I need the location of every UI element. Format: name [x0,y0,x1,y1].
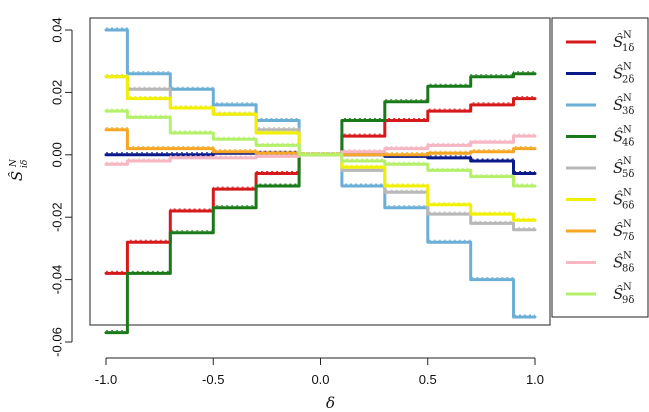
x-tick-label: 1.0 [526,372,544,387]
y-tick-label: 0.04 [49,17,64,42]
legend-label-sub: 7δ [622,232,634,243]
y-tick-label: 0.00 [49,142,64,167]
series-ci-1 [106,96,535,272]
legend-item-4: Ŝ N 4δ [566,125,634,149]
legend-label: Ŝ [613,191,623,209]
y-axis-title: ŜN iδ [8,158,30,181]
series-ci-4 [106,71,535,332]
y-tick-label: -0.06 [49,327,64,357]
legend-label-sup: N [623,188,632,199]
legend-label-sup: N [623,282,632,293]
series-ci-8 [106,133,535,163]
y-axis-title-sup: N [9,158,19,168]
legend-label-sub: 5δ [622,169,634,180]
x-axis-title: δ [326,394,335,412]
y-axis: -0.06 -0.04 -0.02 0.00 0.02 0.04 [49,17,73,357]
legend-label: Ŝ [613,254,623,272]
y-axis-title-sub: iδ [20,160,30,168]
legend-label-sub: 3δ [622,106,634,117]
legend-label: Ŝ [613,222,623,240]
plot-area [89,17,551,326]
legend-label-sub: 4δ [622,138,634,149]
legend-label: Ŝ [613,96,623,114]
series-ci-3 [106,27,535,316]
legend-item-6: Ŝ N 6δ [566,188,634,212]
legend-label-sup: N [623,125,632,136]
legend-label: Ŝ [613,65,623,83]
x-tick-label: -0.5 [202,372,224,387]
legend-item-5: Ŝ N 5δ [566,156,634,180]
legend-label-sub: 6δ [622,201,634,212]
legend-item-9: Ŝ N 9δ [566,282,634,306]
legend-label-sub: 2δ [622,75,634,86]
legend-label: Ŝ [613,285,623,303]
legend-item-8: Ŝ N 8δ [566,251,634,275]
x-tick-label: -1.0 [95,372,117,387]
plot-frame [89,17,551,326]
legend-label-sub: 9δ [622,295,634,306]
legend-label-sup: N [623,219,632,230]
y-tick-label: -0.04 [49,265,64,295]
legend-label-sup: N [623,156,632,167]
legend-label-sup: N [623,93,632,104]
legend-item-2: Ŝ N 2δ [566,62,634,86]
legend-label: Ŝ [613,33,623,51]
legend-label-sub: 8δ [622,264,634,275]
legend-item-1: Ŝ N 1δ [566,30,634,54]
x-tick-label: 0.5 [419,372,437,387]
legend-label: Ŝ [613,128,623,146]
series-ci-9 [106,108,535,185]
legend-label-sup: N [623,251,632,262]
series-lines [104,27,537,335]
y-axis-title-symbol: Ŝ [8,171,26,181]
legend-label-sup: N [623,62,632,73]
legend-label-sup: N [623,30,632,41]
x-tick-label: 0.0 [311,372,329,387]
series-ci-6 [106,74,535,219]
legend-item-7: Ŝ N 7δ [566,219,634,243]
y-tick-label: 0.02 [49,80,64,105]
legend-label: Ŝ [613,159,623,177]
legend-label-sub: 1δ [622,43,634,54]
y-tick-label: -0.02 [49,202,64,232]
legend-item-3: Ŝ N 3δ [566,93,634,117]
x-axis: -1.0 -0.5 0.0 0.5 1.0 [95,357,544,387]
